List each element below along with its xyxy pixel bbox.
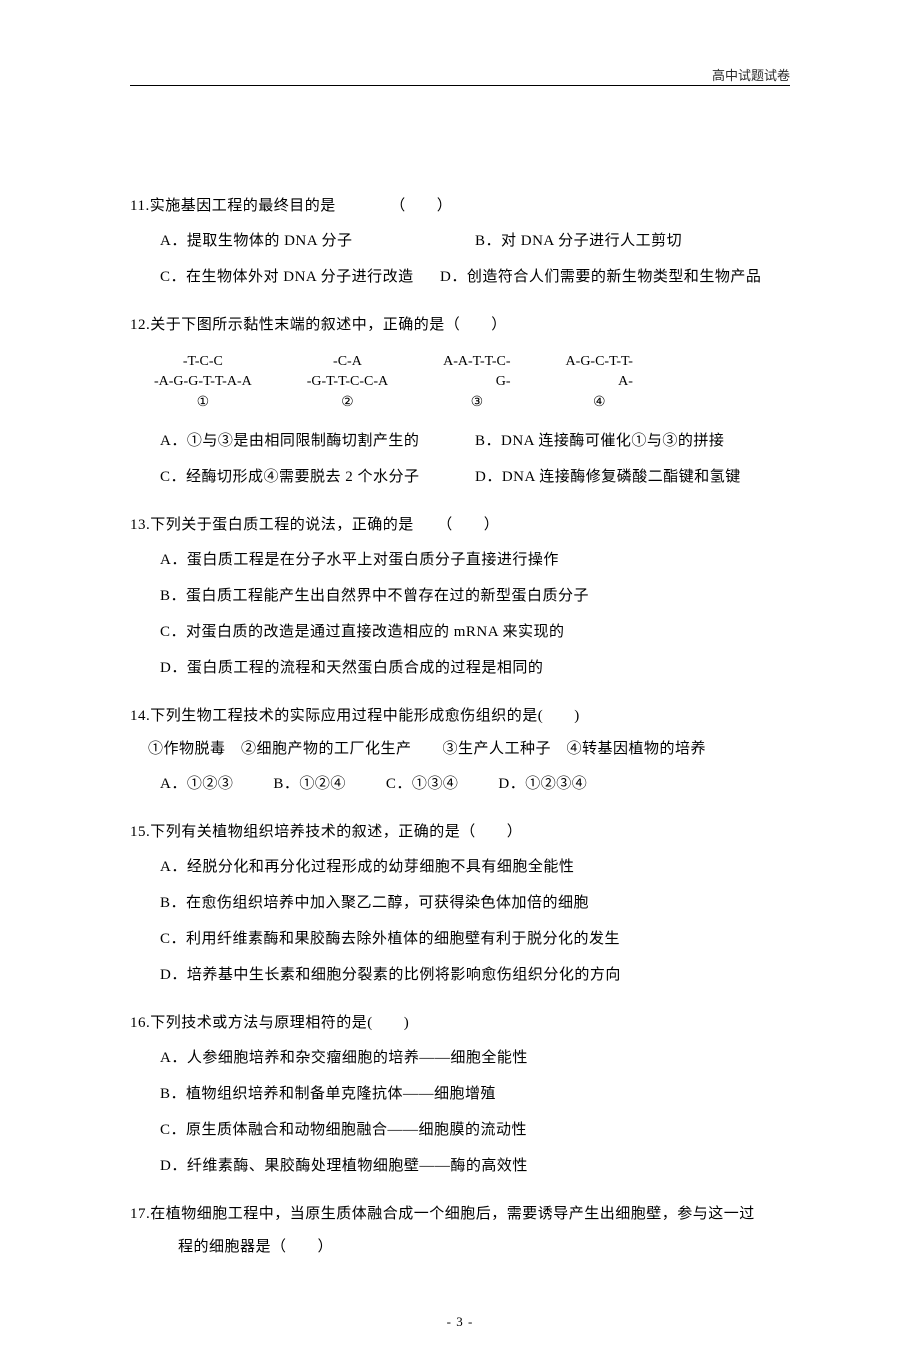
diag1-label: ①	[154, 393, 252, 413]
diag2-top: -C-A	[307, 352, 388, 372]
q12-stem: 12.关于下图所示黏性末端的叙述中，正确的是（ ）	[130, 309, 790, 342]
question-15: 15.下列有关植物组织培养技术的叙述，正确的是（ ） A．经脱分化和再分化过程形…	[130, 816, 790, 993]
q17-stem: 17.在植物细胞工程中，当原生质体融合成一个细胞后，需要诱导产生出细胞壁，参与这…	[130, 1198, 790, 1231]
diagram-col-2: -C-A -G-T-T-C-C-A ②	[307, 352, 388, 413]
question-11: 11.实施基因工程的最终目的是 （ ） A．提取生物体的 DNA 分子 B．对 …	[130, 190, 790, 295]
q12-options: A．①与③是由相同限制酶切割产生的 B．DNA 连接酶可催化①与③的拼接 C．经…	[130, 423, 790, 495]
q11-stem: 11.实施基因工程的最终目的是 （ ）	[130, 190, 790, 223]
q16-options: A．人参细胞培养和杂交瘤细胞的培养——细胞全能性 B．植物组织培养和制备单克隆抗…	[130, 1040, 790, 1184]
exam-page: 高中试题试卷 11.实施基因工程的最终目的是 （ ） A．提取生物体的 DNA …	[0, 0, 920, 1370]
content-area: 11.实施基因工程的最终目的是 （ ） A．提取生物体的 DNA 分子 B．对 …	[130, 190, 790, 1264]
q12-diagram: -T-C-C -A-G-G-T-T-A-A ① -C-A -G-T-T-C-C-…	[154, 352, 790, 413]
diag3-label: ③	[443, 393, 510, 413]
q13-option-a: A．蛋白质工程是在分子水平上对蛋白质分子直接进行操作	[160, 542, 790, 578]
header-divider	[130, 85, 790, 86]
question-16: 16.下列技术或方法与原理相符的是( ) A．人参细胞培养和杂交瘤细胞的培养——…	[130, 1007, 790, 1184]
diag1-bot: -A-G-G-T-T-A-A	[154, 372, 252, 392]
q14-option-c: C．①③④	[386, 766, 459, 802]
q16-stem: 16.下列技术或方法与原理相符的是( )	[130, 1007, 790, 1040]
q12-option-a: A．①与③是由相同限制酶切割产生的	[160, 423, 475, 459]
q11-option-d: D．创造符合人们需要的新生物类型和生物产品	[440, 259, 790, 295]
q16-option-a: A．人参细胞培养和杂交瘤细胞的培养——细胞全能性	[160, 1040, 790, 1076]
q13-option-c: C．对蛋白质的改造是通过直接改造相应的 mRNA 来实现的	[160, 614, 790, 650]
q14-option-b: B．①②④	[273, 766, 346, 802]
diagram-col-1: -T-C-C -A-G-G-T-T-A-A ①	[154, 352, 252, 413]
header-subject: 高中试题试卷	[712, 65, 790, 84]
q14-option-a: A．①②③	[160, 766, 233, 802]
q13-option-d: D．蛋白质工程的流程和天然蛋白质合成的过程是相同的	[160, 650, 790, 686]
diag3-bot: G-	[443, 372, 510, 392]
question-13: 13.下列关于蛋白质工程的说法，正确的是 （ ） A．蛋白质工程是在分子水平上对…	[130, 509, 790, 686]
q15-option-c: C．利用纤维素酶和果胶酶去除外植体的细胞壁有利于脱分化的发生	[160, 921, 790, 957]
q11-option-a: A．提取生物体的 DNA 分子	[160, 223, 475, 259]
q15-stem: 15.下列有关植物组织培养技术的叙述，正确的是（ ）	[130, 816, 790, 849]
diagram-col-4: A-G-C-T-T- A- ④	[566, 352, 633, 413]
q14-options: A．①②③ B．①②④ C．①③④ D．①②③④	[130, 766, 790, 802]
q17-stem-cont: 程的细胞器是（ ）	[130, 1231, 790, 1264]
diag4-top: A-G-C-T-T-	[566, 352, 633, 372]
q11-option-c: C．在生物体外对 DNA 分子进行改造	[160, 259, 440, 295]
q16-option-d: D．纤维素酶、果胶酶处理植物细胞壁——酶的高效性	[160, 1148, 790, 1184]
diag2-bot: -G-T-T-C-C-A	[307, 372, 388, 392]
diag4-bot: A-	[566, 372, 633, 392]
q14-stem: 14.下列生物工程技术的实际应用过程中能形成愈伤组织的是( )	[130, 700, 790, 733]
q11-options: A．提取生物体的 DNA 分子 B．对 DNA 分子进行人工剪切 C．在生物体外…	[130, 223, 790, 295]
q13-options: A．蛋白质工程是在分子水平上对蛋白质分子直接进行操作 B．蛋白质工程能产生出自然…	[130, 542, 790, 686]
q14-option-d: D．①②③④	[498, 766, 587, 802]
q15-option-d: D．培养基中生长素和细胞分裂素的比例将影响愈伤组织分化的方向	[160, 957, 790, 993]
q15-option-b: B．在愈伤组织培养中加入聚乙二醇，可获得染色体加倍的细胞	[160, 885, 790, 921]
question-17: 17.在植物细胞工程中，当原生质体融合成一个细胞后，需要诱导产生出细胞壁，参与这…	[130, 1198, 790, 1264]
q16-option-c: C．原生质体融合和动物细胞融合——细胞膜的流动性	[160, 1112, 790, 1148]
q11-option-b: B．对 DNA 分子进行人工剪切	[475, 223, 790, 259]
diag2-label: ②	[307, 393, 388, 413]
q13-stem: 13.下列关于蛋白质工程的说法，正确的是 （ ）	[130, 509, 790, 542]
q15-options: A．经脱分化和再分化过程形成的幼芽细胞不具有细胞全能性 B．在愈伤组织培养中加入…	[130, 849, 790, 993]
q12-option-c: C．经酶切形成④需要脱去 2 个水分子	[160, 459, 475, 495]
q14-substem: ①作物脱毒 ②细胞产物的工厂化生产 ③生产人工种子 ④转基因植物的培养	[130, 733, 790, 766]
diag1-top: -T-C-C	[154, 352, 252, 372]
q12-option-b: B．DNA 连接酶可催化①与③的拼接	[475, 423, 790, 459]
q13-option-b: B．蛋白质工程能产生出自然界中不曾存在过的新型蛋白质分子	[160, 578, 790, 614]
diagram-col-3: A-A-T-T-C- G- ③	[443, 352, 510, 413]
diag3-top: A-A-T-T-C-	[443, 352, 510, 372]
question-14: 14.下列生物工程技术的实际应用过程中能形成愈伤组织的是( ) ①作物脱毒 ②细…	[130, 700, 790, 802]
q12-option-d: D．DNA 连接酶修复磷酸二酯键和氢键	[475, 459, 790, 495]
q15-option-a: A．经脱分化和再分化过程形成的幼芽细胞不具有细胞全能性	[160, 849, 790, 885]
question-12: 12.关于下图所示黏性末端的叙述中，正确的是（ ） -T-C-C -A-G-G-…	[130, 309, 790, 495]
page-number: - 3 -	[130, 1314, 790, 1330]
diag4-label: ④	[566, 393, 633, 413]
q16-option-b: B．植物组织培养和制备单克隆抗体——细胞增殖	[160, 1076, 790, 1112]
